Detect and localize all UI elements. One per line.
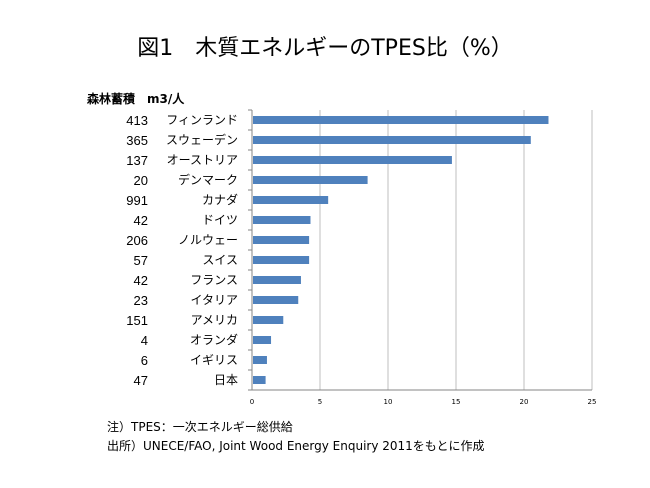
x-tick-label: 20 xyxy=(520,398,529,406)
category-label: スウェーデン xyxy=(166,132,238,147)
bar xyxy=(253,156,452,164)
category-label: イギリス xyxy=(190,353,238,367)
category-label: オランダ xyxy=(190,332,238,347)
bar xyxy=(253,276,301,284)
forest-stock-value: 42 xyxy=(134,273,148,288)
forest-stock-value: 6 xyxy=(141,353,148,368)
bar xyxy=(253,196,329,204)
forest-stock-value: 57 xyxy=(134,253,148,268)
forest-stock-value: 137 xyxy=(126,153,148,168)
bar xyxy=(253,296,299,304)
forest-stock-value: 47 xyxy=(134,373,148,388)
category-label: ドイツ xyxy=(202,213,238,227)
forest-stock-value: 991 xyxy=(126,193,148,208)
forest-stock-value: 42 xyxy=(134,213,148,228)
bar xyxy=(253,116,549,124)
category-label: スイス xyxy=(202,253,238,267)
category-label: デンマーク xyxy=(178,172,238,187)
bar xyxy=(253,236,310,244)
forest-stock-header: 森林蓄積 m3/人 xyxy=(87,92,185,106)
category-label: 日本 xyxy=(214,373,238,387)
forest-stock-value: 206 xyxy=(126,233,148,248)
bar xyxy=(253,216,311,224)
x-tick-label: 0 xyxy=(250,398,254,406)
category-label: アメリカ xyxy=(191,313,238,327)
x-tick-label: 5 xyxy=(318,398,322,406)
category-label: フランス xyxy=(190,273,238,287)
forest-stock-value: 20 xyxy=(134,173,148,188)
category-label: カナダ xyxy=(202,192,238,207)
category-label: オーストリア xyxy=(167,153,238,167)
bar xyxy=(253,316,284,324)
forest-stock-value: 413 xyxy=(126,113,148,128)
category-label: ノルウェー xyxy=(178,233,238,247)
source-note: 出所）UNECE/FAO, Joint Wood Energy Enquiry … xyxy=(107,439,485,453)
bar xyxy=(253,136,531,144)
category-label: フィンランド xyxy=(166,113,238,127)
forest-stock-value: 365 xyxy=(126,133,148,148)
forest-stock-value: 151 xyxy=(126,313,148,328)
chart-title: 図1 木質エネルギーのTPES比（%） xyxy=(137,36,513,61)
bar xyxy=(253,256,310,264)
x-tick-label: 25 xyxy=(588,398,597,406)
bar xyxy=(253,376,266,384)
tpes-note: 注）TPES：一次エネルギー総供給 xyxy=(107,420,293,434)
forest-stock-value: 23 xyxy=(134,293,148,308)
bar xyxy=(253,336,272,344)
x-tick-label: 15 xyxy=(452,398,461,406)
forest-stock-value: 4 xyxy=(141,333,148,348)
category-label: イタリア xyxy=(190,293,238,307)
x-tick-label: 10 xyxy=(384,398,393,406)
bar xyxy=(253,176,368,184)
bar xyxy=(253,356,267,364)
